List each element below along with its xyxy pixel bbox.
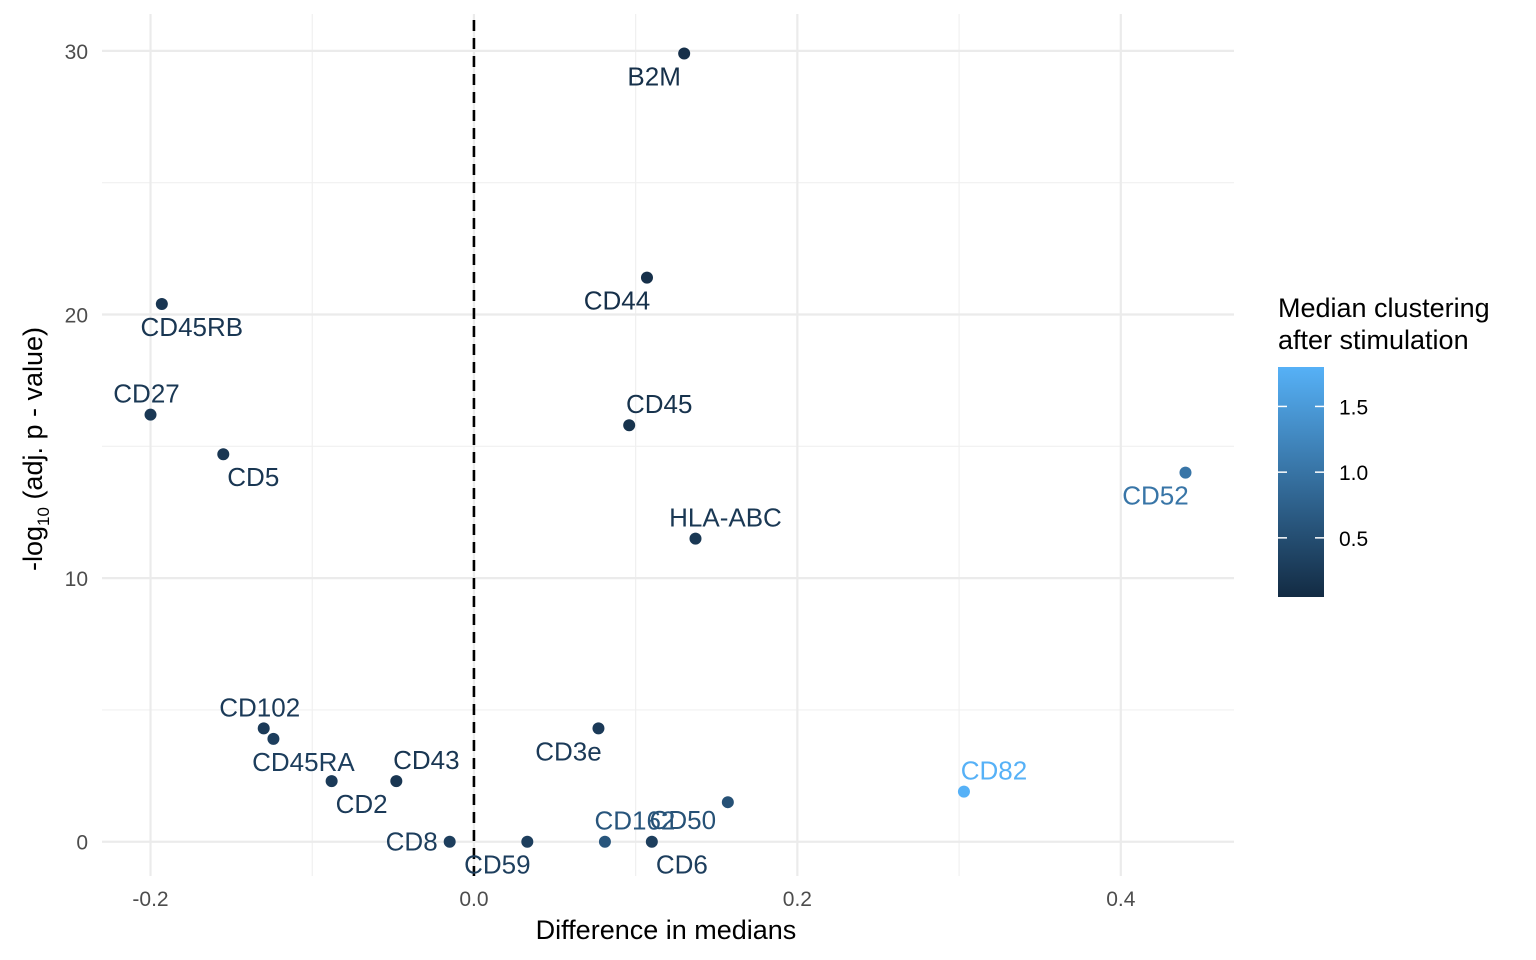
y-axis-title-suffix: (adj. p - value) <box>18 327 48 507</box>
point-label-cd45: CD45 <box>626 389 692 419</box>
point-label-cd6: CD6 <box>656 850 708 880</box>
colorbar-tick-label: 1.0 <box>1339 462 1368 485</box>
point-label-cd102: CD102 <box>219 692 300 722</box>
y-tick-label: 20 <box>65 305 88 328</box>
point-labels: B2M CD44 CD45RB CD27 CD45 CD5 CD52 HLA-ABC CD102… <box>113 62 1188 880</box>
point-label-cd3e: CD3e <box>535 736 601 766</box>
data-points <box>144 47 1192 848</box>
y-tick-label: 0 <box>76 832 88 855</box>
point-label-cd82: CD82 <box>961 756 1027 786</box>
point-cd27 <box>144 408 157 421</box>
y-axis-title: -log10 (adj. p - value) <box>18 327 53 571</box>
point-cd44 <box>640 271 653 284</box>
point-cd5 <box>217 448 230 461</box>
point-cd45ra <box>267 732 280 745</box>
point-cd52 <box>1179 466 1192 479</box>
point-label-cd45ra: CD45RA <box>252 747 355 777</box>
y-tick-label: 30 <box>65 41 88 64</box>
x-axis-tick-labels: -0.2 0.0 0.2 0.4 <box>132 888 1135 911</box>
x-tick-label: 0.2 <box>783 888 812 911</box>
point-label-cd27: CD27 <box>113 379 179 409</box>
point-cd2 <box>325 775 338 788</box>
point-label-cd5: CD5 <box>227 462 279 492</box>
point-label-cd59: CD59 <box>464 850 530 880</box>
legend-title-line-1: Median clustering <box>1278 293 1490 323</box>
point-cd162 <box>598 835 611 848</box>
colorbar-tick-label: 0.5 <box>1339 528 1368 551</box>
point-cd6 <box>645 835 658 848</box>
y-axis-title-prefix: -log <box>18 526 48 571</box>
point-label-cd45rb: CD45RB <box>141 312 244 342</box>
point-label-hla-abc: HLA-ABC <box>669 503 782 533</box>
y-axis-title-subscript: 10 <box>34 507 53 526</box>
grid-lines <box>102 14 1234 876</box>
y-axis-tick-labels: 0 10 20 30 <box>65 41 88 855</box>
point-b2m <box>678 47 691 60</box>
point-cd3e <box>592 722 605 735</box>
point-cd43 <box>390 775 403 788</box>
x-tick-label: 0.4 <box>1106 888 1136 911</box>
point-cd45 <box>623 419 636 432</box>
point-cd59 <box>521 835 534 848</box>
point-cd102 <box>257 722 270 735</box>
point-label-cd52: CD52 <box>1122 481 1188 511</box>
point-label-cd44: CD44 <box>584 286 650 316</box>
x-axis-title: Difference in medians <box>536 915 797 945</box>
point-cd45rb <box>155 297 168 310</box>
point-cd8 <box>443 835 456 848</box>
point-label-cd50: CD50 <box>650 805 716 835</box>
color-legend: Median clustering after stimulation 0.5 1… <box>1278 293 1490 597</box>
point-label-cd162: CD162 <box>594 806 675 836</box>
y-tick-label: 10 <box>65 568 88 591</box>
colorbar <box>1278 367 1324 597</box>
legend-title-line-2: after stimulation <box>1278 325 1469 355</box>
point-cd82 <box>957 785 970 798</box>
point-label-cd2: CD2 <box>336 789 388 819</box>
point-label-b2m: B2M <box>627 62 680 92</box>
colorbar-tick-label: 1.5 <box>1339 396 1368 419</box>
point-label-cd8: CD8 <box>386 827 438 857</box>
point-hla-abc <box>689 532 702 545</box>
point-label-cd43: CD43 <box>393 745 459 775</box>
x-tick-label: -0.2 <box>132 888 168 911</box>
point-cd50 <box>721 796 734 809</box>
x-tick-label: 0.0 <box>459 888 488 911</box>
colorbar-ticks: 0.5 1.0 1.5 <box>1278 396 1368 551</box>
